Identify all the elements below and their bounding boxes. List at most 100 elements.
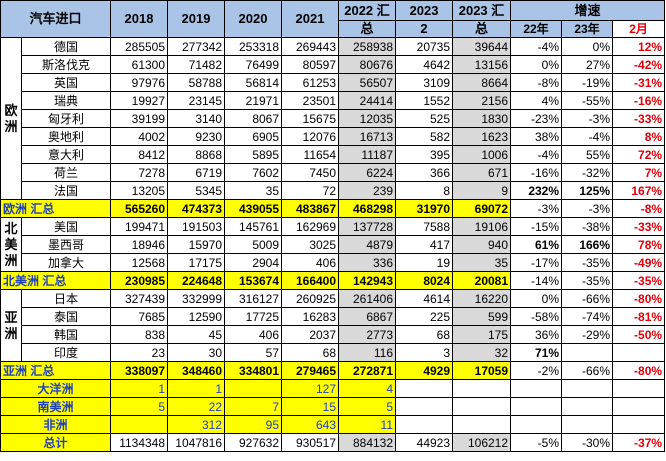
- value-cell: 7278: [110, 163, 169, 182]
- value-cell: 30: [167, 343, 226, 362]
- growth-cell: -30%: [561, 433, 614, 452]
- header-growth-23: 23年: [561, 20, 614, 38]
- value-cell: 643: [281, 415, 340, 434]
- subtotal-cell: 272871: [338, 361, 397, 380]
- value-cell: 17175: [167, 253, 226, 272]
- growth-feb-cell: [612, 343, 666, 362]
- growth-cell: -5%: [510, 433, 563, 452]
- total-cell: 44923: [395, 433, 454, 452]
- region-label-south-america: 南美洲: [0, 397, 112, 416]
- value-cell: 12076: [281, 127, 340, 146]
- value-cell: 39644: [452, 37, 512, 56]
- growth-cell: -66%: [561, 361, 614, 380]
- value-cell: 16220: [452, 289, 512, 308]
- value-cell: 11187: [338, 145, 397, 164]
- value-cell: 13156: [452, 55, 512, 74]
- value-cell: 940: [452, 235, 512, 254]
- growth-feb-cell: -16%: [612, 91, 666, 110]
- value-cell: 56507: [338, 73, 397, 92]
- value-cell: 260925: [281, 289, 340, 308]
- growth-cell: 4%: [510, 91, 563, 110]
- value-cell: 277342: [167, 37, 226, 56]
- growth-cell: 36%: [510, 325, 563, 344]
- value-cell: 61300: [110, 55, 169, 74]
- value-cell: 23: [110, 343, 169, 362]
- subtotal-cell: 69072: [452, 199, 512, 218]
- value-cell: 225: [395, 307, 454, 326]
- grand-total-row: 总计 1134348 1047816 927632 930517 884132 …: [0, 433, 666, 452]
- value-cell: 7602: [224, 163, 283, 182]
- value-cell: 1830: [452, 109, 512, 128]
- header-growth-22: 22年: [510, 20, 563, 38]
- header-2023-2-line1: 2023: [395, 0, 454, 21]
- value-cell: 2156: [452, 91, 512, 110]
- growth-cell: -66%: [561, 289, 614, 308]
- growth-cell: -4%: [561, 127, 614, 146]
- value-cell: 7685: [110, 307, 169, 326]
- growth-feb-cell: 12%: [612, 37, 666, 56]
- value-cell: 95: [224, 415, 283, 434]
- value-cell: 2773: [338, 325, 397, 344]
- country-name: 英国: [20, 73, 112, 92]
- value-cell: 5009: [224, 235, 283, 254]
- value-cell: 4614: [395, 289, 454, 308]
- value-cell: 175: [452, 325, 512, 344]
- value-cell: 23145: [167, 91, 226, 110]
- value-cell: 3109: [395, 73, 454, 92]
- header-2023-total-line2: 总: [452, 20, 512, 38]
- subtotal-cell: 474373: [167, 199, 226, 218]
- header-row-1: 汽车进口 2018 2019 2020 2021 2022 汇 2023 202…: [0, 0, 666, 38]
- value-cell: 671: [452, 163, 512, 182]
- country-name: 瑞典: [20, 91, 112, 110]
- value-cell: 316127: [224, 289, 283, 308]
- growth-cell: -55%: [561, 91, 614, 110]
- value-cell: 269443: [281, 37, 340, 56]
- subtotal-cell: 468298: [338, 199, 397, 218]
- subtotal-label: 欧洲 汇总: [0, 199, 112, 218]
- growth-cell: 71%: [510, 343, 563, 362]
- value-cell: 19927: [110, 91, 169, 110]
- value-cell: 312: [167, 415, 226, 434]
- header-growth-feb: 2月: [612, 20, 666, 38]
- country-name: 法国: [20, 181, 112, 200]
- table-row: 泰国 7685 12590 17725 16283 6867 225 599 -…: [1, 307, 666, 326]
- value-cell: 24414: [338, 91, 397, 110]
- growth-cell: 0%: [510, 55, 563, 74]
- value-cell: 61253: [281, 73, 340, 92]
- grand-total-label: 总计: [0, 433, 112, 452]
- growth-cell: -14%: [510, 271, 563, 290]
- growth-cell: -2%: [510, 361, 563, 380]
- value-cell: 8067: [224, 109, 283, 128]
- value-cell: 1552: [395, 91, 454, 110]
- growth-cell: [510, 397, 563, 416]
- value-cell: 3025: [281, 235, 340, 254]
- header-growth: 增速: [510, 0, 666, 21]
- value-cell: 162969: [281, 217, 340, 236]
- value-cell: 6905: [224, 127, 283, 146]
- growth-cell: [510, 379, 563, 398]
- table-row: 加拿大 12568 17175 2904 406 336 19 35 -17% …: [1, 253, 666, 272]
- growth-feb-cell: -33%: [612, 217, 666, 236]
- value-cell: 406: [224, 325, 283, 344]
- value-cell: 116: [338, 343, 397, 362]
- value-cell: 261406: [338, 289, 397, 308]
- growth-cell: -3%: [561, 199, 614, 218]
- table-row: 法国 13205 5345 35 72 239 8 9 232% 125% 16…: [1, 181, 666, 200]
- table-row: 匈牙利 39199 3140 8067 15675 12035 525 1830…: [1, 109, 666, 128]
- header-2023-total-line1: 2023 汇: [452, 0, 512, 21]
- growth-feb-cell: -35%: [612, 271, 666, 290]
- value-cell: 4: [338, 379, 397, 398]
- value-cell: 32: [452, 343, 512, 362]
- value-cell: 5: [110, 397, 169, 416]
- value-cell: 366: [395, 163, 454, 182]
- value-cell: 56814: [224, 73, 283, 92]
- value-cell: [110, 415, 169, 434]
- growth-feb-cell: [612, 397, 666, 416]
- subtotal-cell: 348460: [167, 361, 226, 380]
- table-row-oceania: 大洋洲 1 1 127 4: [0, 379, 666, 398]
- value-cell: 17725: [224, 307, 283, 326]
- value-cell: 35: [452, 253, 512, 272]
- country-name: 泰国: [20, 307, 112, 326]
- value-cell: 13205: [110, 181, 169, 200]
- subtotal-label: 亚洲 汇总: [0, 361, 112, 380]
